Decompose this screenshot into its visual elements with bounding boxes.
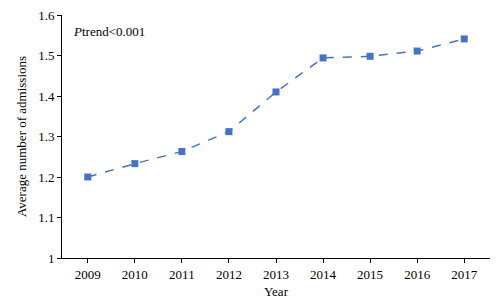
svg-text:Average number of admissions: Average number of admissions xyxy=(14,56,29,217)
svg-text:2013: 2013 xyxy=(263,267,289,282)
svg-text:1.6: 1.6 xyxy=(38,8,55,23)
svg-text:1.1: 1.1 xyxy=(38,210,54,225)
svg-text:2009: 2009 xyxy=(75,267,101,282)
svg-text:1.2: 1.2 xyxy=(38,170,54,185)
svg-text:2015: 2015 xyxy=(357,267,383,282)
svg-text:2016: 2016 xyxy=(404,267,431,282)
svg-text:2017: 2017 xyxy=(451,267,478,282)
svg-text:1.3: 1.3 xyxy=(38,129,54,144)
svg-text:1: 1 xyxy=(48,251,55,266)
svg-text:2012: 2012 xyxy=(216,267,242,282)
svg-text:2010: 2010 xyxy=(122,267,148,282)
svg-text:1.5: 1.5 xyxy=(38,48,54,63)
svg-text:Ptrend<0.001: Ptrend<0.001 xyxy=(73,24,145,39)
svg-text:2014: 2014 xyxy=(310,267,337,282)
svg-text:1.4: 1.4 xyxy=(38,89,55,104)
svg-text:2011: 2011 xyxy=(169,267,195,282)
svg-text:Year: Year xyxy=(264,284,289,299)
